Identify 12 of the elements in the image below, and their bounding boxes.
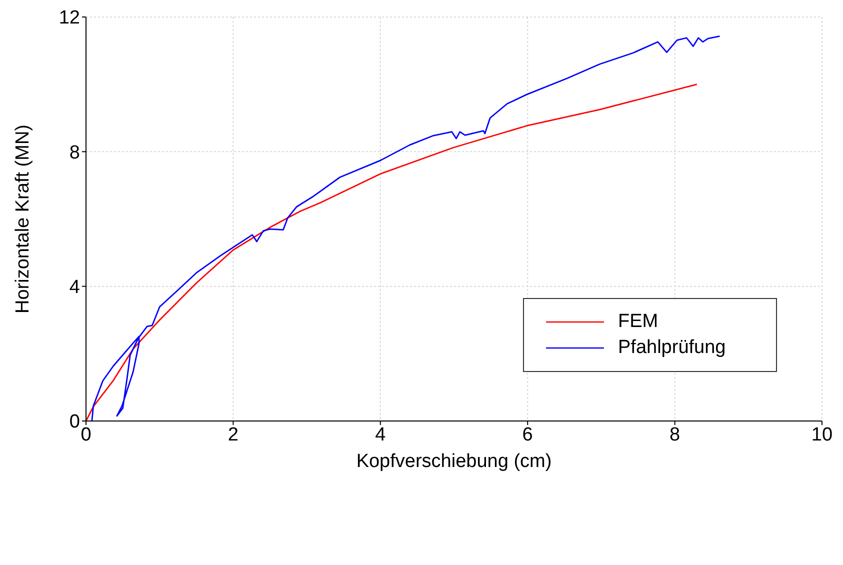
x-tick-label: 8 <box>670 424 680 446</box>
x-tick-label: 6 <box>522 424 533 446</box>
legend-label: FEM <box>618 311 658 333</box>
y-axis-title: Horizontale Kraft (MN) <box>12 124 34 314</box>
y-tick-label: 12 <box>58 8 80 29</box>
x-axis-title: Kopfverschiebung (cm) <box>356 451 552 472</box>
x-tick-label: 2 <box>228 424 238 446</box>
y-tick-label: 8 <box>69 142 80 164</box>
x-tick-label: 4 <box>375 424 386 446</box>
y-tick-label: 4 <box>69 277 80 298</box>
x-tick-label: 10 <box>811 424 833 446</box>
legend-label: Pfahlprüfung <box>618 337 726 359</box>
